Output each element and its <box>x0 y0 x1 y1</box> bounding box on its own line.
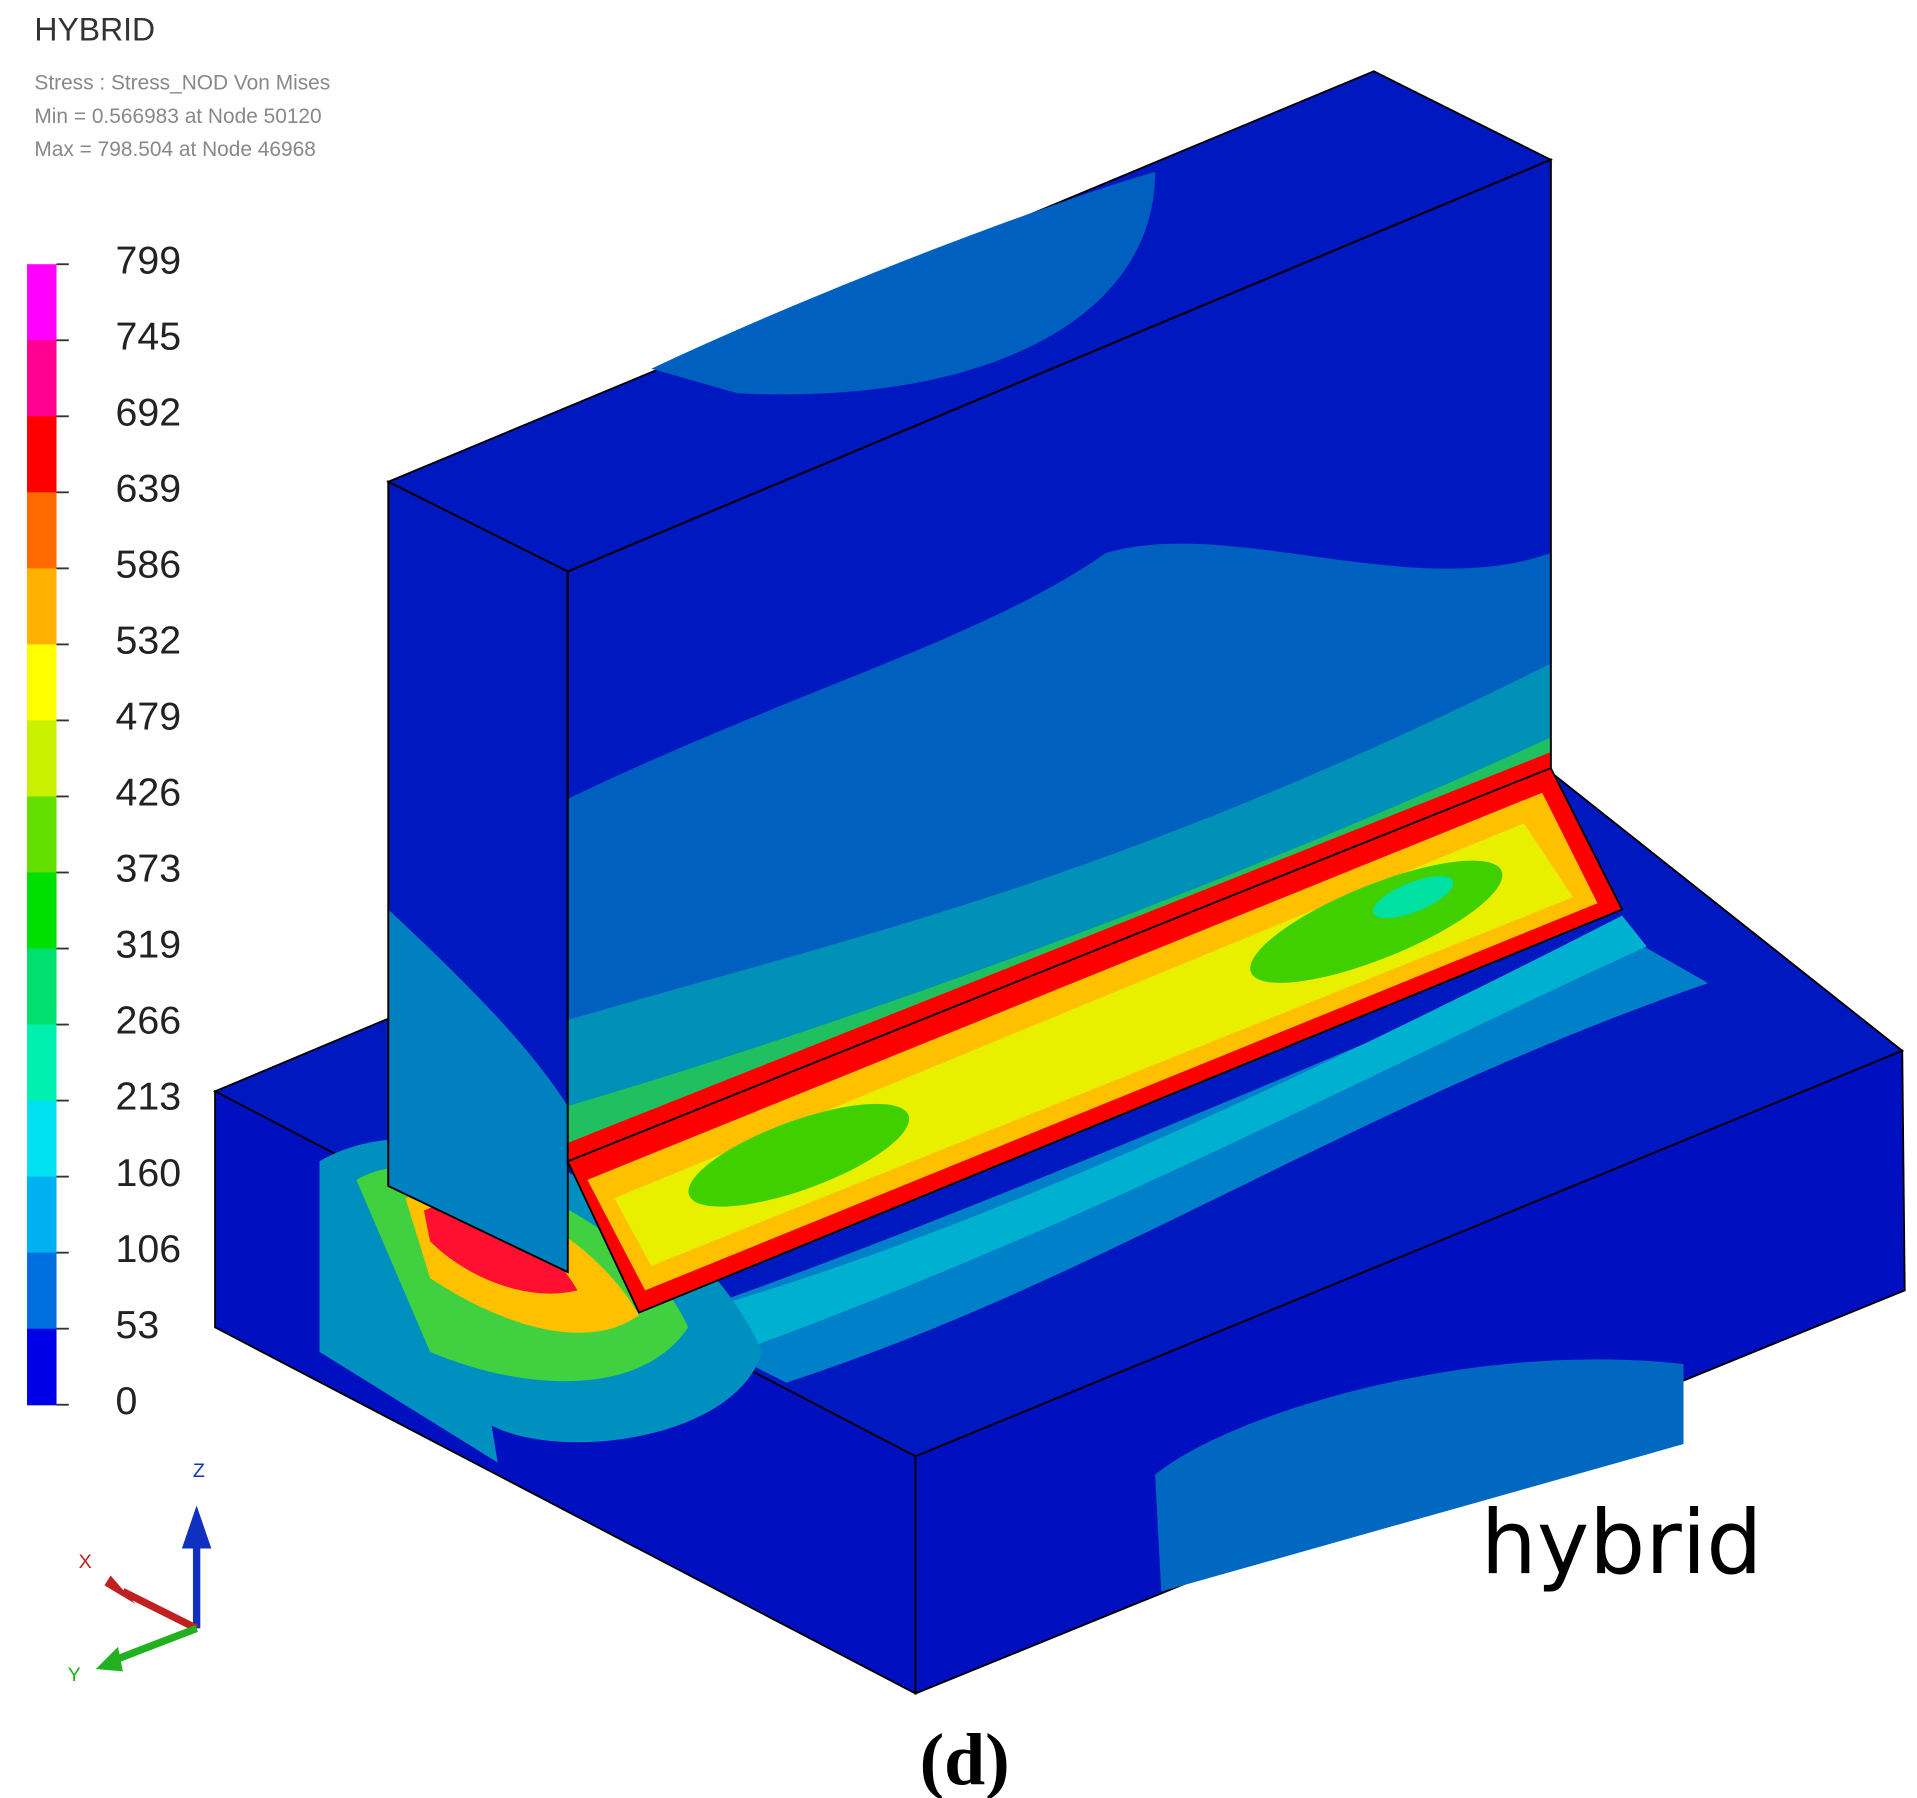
legend-label: 106 <box>116 1227 182 1271</box>
legend-label: 53 <box>116 1303 160 1347</box>
legend-band <box>27 1100 57 1178</box>
axis-label: Y <box>68 1664 81 1686</box>
weld-contour <box>1372 876 1454 919</box>
result-info: Stress : Stress_NOD Von Mises <box>34 72 330 95</box>
legend-label: 586 <box>116 543 182 587</box>
y-axis <box>109 1624 198 1666</box>
legend-label: 532 <box>116 619 182 663</box>
legend-label: 160 <box>116 1151 182 1195</box>
contour <box>567 752 1551 1162</box>
legend-band <box>27 872 57 950</box>
legend-band <box>27 1024 57 1102</box>
legend-band <box>27 1176 57 1254</box>
axis-triad: Z X Y <box>68 1460 212 1686</box>
legend-band <box>27 1328 57 1406</box>
legend: 799 745 692 639 586 532 479 426 373 319 266 213 160 1… <box>27 238 182 1423</box>
result-info: Min = 0.566983 at Node 50120 <box>34 105 321 128</box>
contour <box>423 1203 578 1294</box>
legend-label: 426 <box>116 771 182 815</box>
contour <box>663 915 1647 1352</box>
legend-band <box>27 948 57 1026</box>
legend-band <box>27 1252 57 1330</box>
legend-band <box>27 644 57 722</box>
legend-band <box>27 340 57 417</box>
legend-band <box>27 796 57 874</box>
contour <box>388 909 568 1272</box>
legend-label: 373 <box>116 847 182 891</box>
legend-label: 692 <box>116 390 182 434</box>
model <box>212 70 1906 1696</box>
caption: (d) <box>920 1718 1010 1798</box>
legend-label: 0 <box>116 1379 138 1423</box>
legend-label: 745 <box>116 314 182 358</box>
result-title: HYBRID <box>34 12 155 48</box>
legend-band <box>27 416 57 493</box>
x-arrow <box>104 1575 136 1604</box>
axis-label: X <box>79 1551 92 1573</box>
legend-band <box>27 720 57 798</box>
weld-contour <box>688 1103 910 1207</box>
legend-label: 213 <box>116 1075 182 1119</box>
legend-label: 479 <box>116 695 182 739</box>
legend-label: 799 <box>116 238 182 282</box>
contour <box>651 172 1156 395</box>
contour <box>1155 1359 1684 1592</box>
legend-label: 639 <box>116 466 182 510</box>
legend-label: 319 <box>116 923 182 967</box>
model-label: hybrid <box>1481 1491 1763 1594</box>
x-axis <box>121 1588 199 1632</box>
y-arrow <box>95 1646 123 1672</box>
legend-band <box>27 264 57 341</box>
legend-band <box>27 568 57 646</box>
z-arrow <box>181 1505 212 1549</box>
axis-label: Z <box>193 1460 205 1482</box>
edge <box>387 480 569 1274</box>
result-info: Max = 798.504 at Node 46968 <box>34 138 315 161</box>
legend-band <box>27 492 57 569</box>
legend-label: 266 <box>116 999 182 1043</box>
